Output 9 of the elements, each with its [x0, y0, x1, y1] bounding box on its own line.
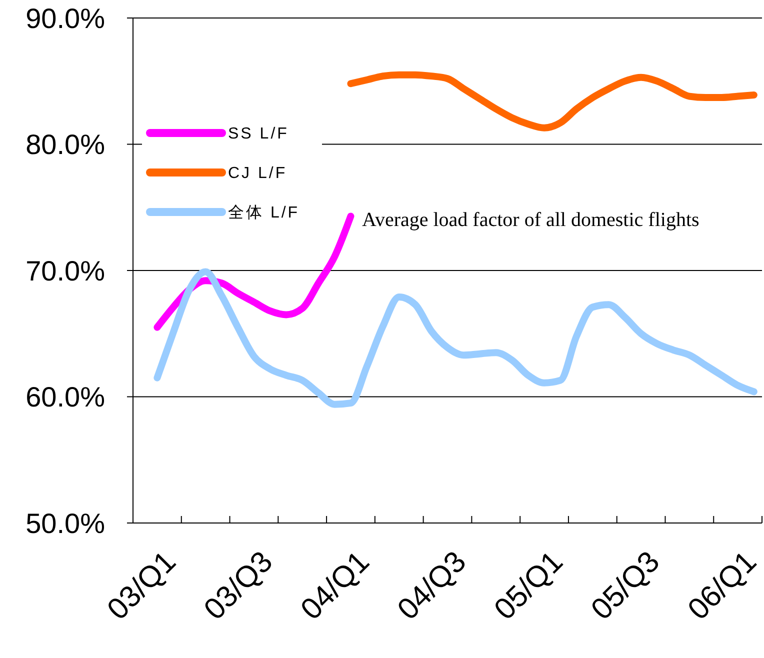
- legend-label: CJ L/F: [228, 165, 288, 182]
- y-tick-label: 80.0%: [26, 129, 105, 160]
- y-tick-label: 50.0%: [26, 508, 105, 539]
- legend-label: 全体 L/F: [228, 204, 300, 222]
- y-tick-label: 70.0%: [26, 255, 105, 286]
- y-tick-label: 60.0%: [26, 382, 105, 413]
- legend-label: SS L/F: [228, 126, 289, 143]
- annotation: Average load factor of all domestic flights: [362, 209, 700, 231]
- y-tick-label: 90.0%: [26, 2, 105, 34]
